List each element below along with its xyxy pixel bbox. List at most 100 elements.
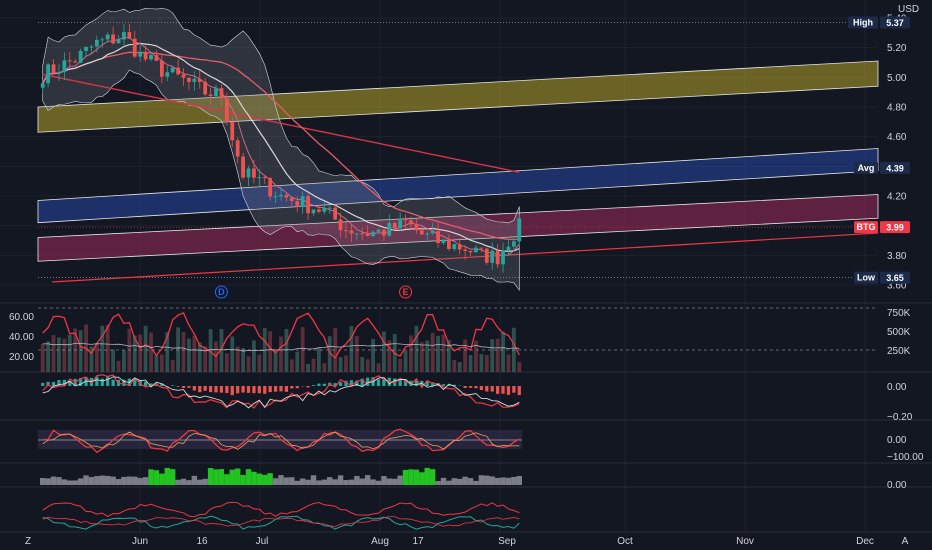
- flow-bar: [321, 479, 328, 485]
- flow-bar: [462, 476, 468, 485]
- macd-signal-line: [42, 376, 520, 409]
- candle-body: [154, 54, 159, 61]
- candle-body: [441, 239, 446, 244]
- volume-bar: [419, 342, 424, 372]
- volume-bar: [425, 340, 430, 372]
- candle-body: [474, 247, 478, 253]
- volume-bar: [203, 346, 208, 372]
- event-marker-circle: [214, 285, 228, 299]
- level-tag-value-bg: [880, 221, 910, 234]
- volume-bar: [46, 341, 51, 372]
- candle-body: [387, 222, 392, 236]
- volume-tick-1: 500K: [887, 327, 911, 338]
- macd-bar: [133, 379, 137, 386]
- time-tick-0: Jun: [132, 536, 148, 547]
- candle-body: [306, 196, 310, 214]
- volume-bar: [468, 355, 473, 372]
- candle-body: [214, 88, 218, 97]
- candle-body: [132, 38, 137, 57]
- candle-body: [279, 194, 283, 197]
- flow-bar: [56, 477, 62, 485]
- candle-body: [170, 67, 175, 73]
- volume-bar: [333, 328, 338, 372]
- candle-body: [46, 64, 51, 84]
- flow-bar: [467, 478, 474, 485]
- volume-bar: [414, 325, 419, 372]
- volume-bar: [501, 331, 505, 372]
- volume-bar: [344, 355, 348, 372]
- candle-body: [289, 197, 294, 202]
- flow-bar: [272, 478, 279, 485]
- candle-body: [338, 219, 343, 231]
- flow-bar: [327, 477, 333, 485]
- price-tick-7: 5.00: [887, 73, 907, 84]
- macd-bar: [257, 386, 261, 394]
- macd-bar: [252, 386, 256, 394]
- flow-bar: [267, 473, 273, 485]
- volume-bar: [57, 337, 61, 372]
- macd-bar: [447, 384, 451, 386]
- volume-bar: [192, 335, 197, 372]
- volume-bar: [479, 353, 484, 372]
- flow-bar: [511, 476, 517, 485]
- level-tag-value: 3.99: [886, 223, 904, 233]
- candle-body: [268, 178, 273, 197]
- candle-body: [165, 72, 170, 77]
- candle-body: [463, 249, 468, 251]
- volume-bar: [40, 344, 45, 372]
- volume-bar: [208, 329, 213, 372]
- flow-bar: [294, 480, 300, 485]
- volume-bar: [495, 338, 500, 372]
- flow-bar: [316, 480, 322, 485]
- flow-bar: [186, 480, 192, 485]
- volume-bar: [105, 324, 110, 372]
- volume-bar: [289, 359, 294, 372]
- volume-bar: [181, 331, 186, 372]
- volume-bar: [116, 360, 121, 372]
- flow-bar: [251, 471, 257, 485]
- price-tick-6: 4.80: [887, 103, 907, 114]
- macd-bar: [393, 378, 397, 386]
- volume-bar: [143, 325, 148, 372]
- candle-body: [203, 81, 208, 95]
- flow-bar: [213, 469, 219, 485]
- candle-body: [116, 39, 121, 44]
- flow-bar: [197, 479, 203, 485]
- candle-body: [197, 78, 202, 82]
- flow-bar: [50, 476, 57, 485]
- volume-bar: [360, 356, 365, 372]
- macd-bar: [398, 379, 402, 386]
- flow-bar: [473, 480, 479, 485]
- level-tag-low: Low 3.65: [854, 271, 910, 284]
- dmi-minus-line: [42, 515, 520, 530]
- volume-bar: [398, 358, 403, 372]
- price-tick-3: 4.20: [887, 192, 907, 203]
- candle-body: [241, 156, 245, 178]
- time-tick-6: Oct: [617, 536, 633, 547]
- candle-body: [246, 168, 251, 178]
- flow-bar: [516, 476, 522, 485]
- candle-body: [365, 233, 370, 237]
- macd-tick-0: 0.00: [887, 382, 907, 393]
- flow-bar: [224, 474, 230, 485]
- flow-bar: [126, 476, 133, 485]
- macd-bar: [100, 378, 104, 386]
- candle-body: [262, 177, 267, 179]
- candle-body: [468, 250, 473, 253]
- candle-body: [322, 207, 327, 212]
- level-tag-avg: Avg 4.39: [854, 161, 910, 174]
- flow-tick-0: 0.00: [887, 480, 907, 491]
- volume-bar: [382, 331, 386, 372]
- flow-bar: [191, 475, 198, 485]
- flow-bar: [337, 475, 344, 485]
- macd-bar: [51, 381, 56, 386]
- flow-bar: [310, 475, 317, 485]
- osc-tick-1: −100.00: [887, 452, 924, 463]
- macd-bar: [485, 386, 489, 392]
- volume-bar: [327, 336, 332, 372]
- flow-bar: [359, 478, 365, 485]
- volume-bar: [354, 336, 359, 372]
- candle-body: [257, 177, 262, 179]
